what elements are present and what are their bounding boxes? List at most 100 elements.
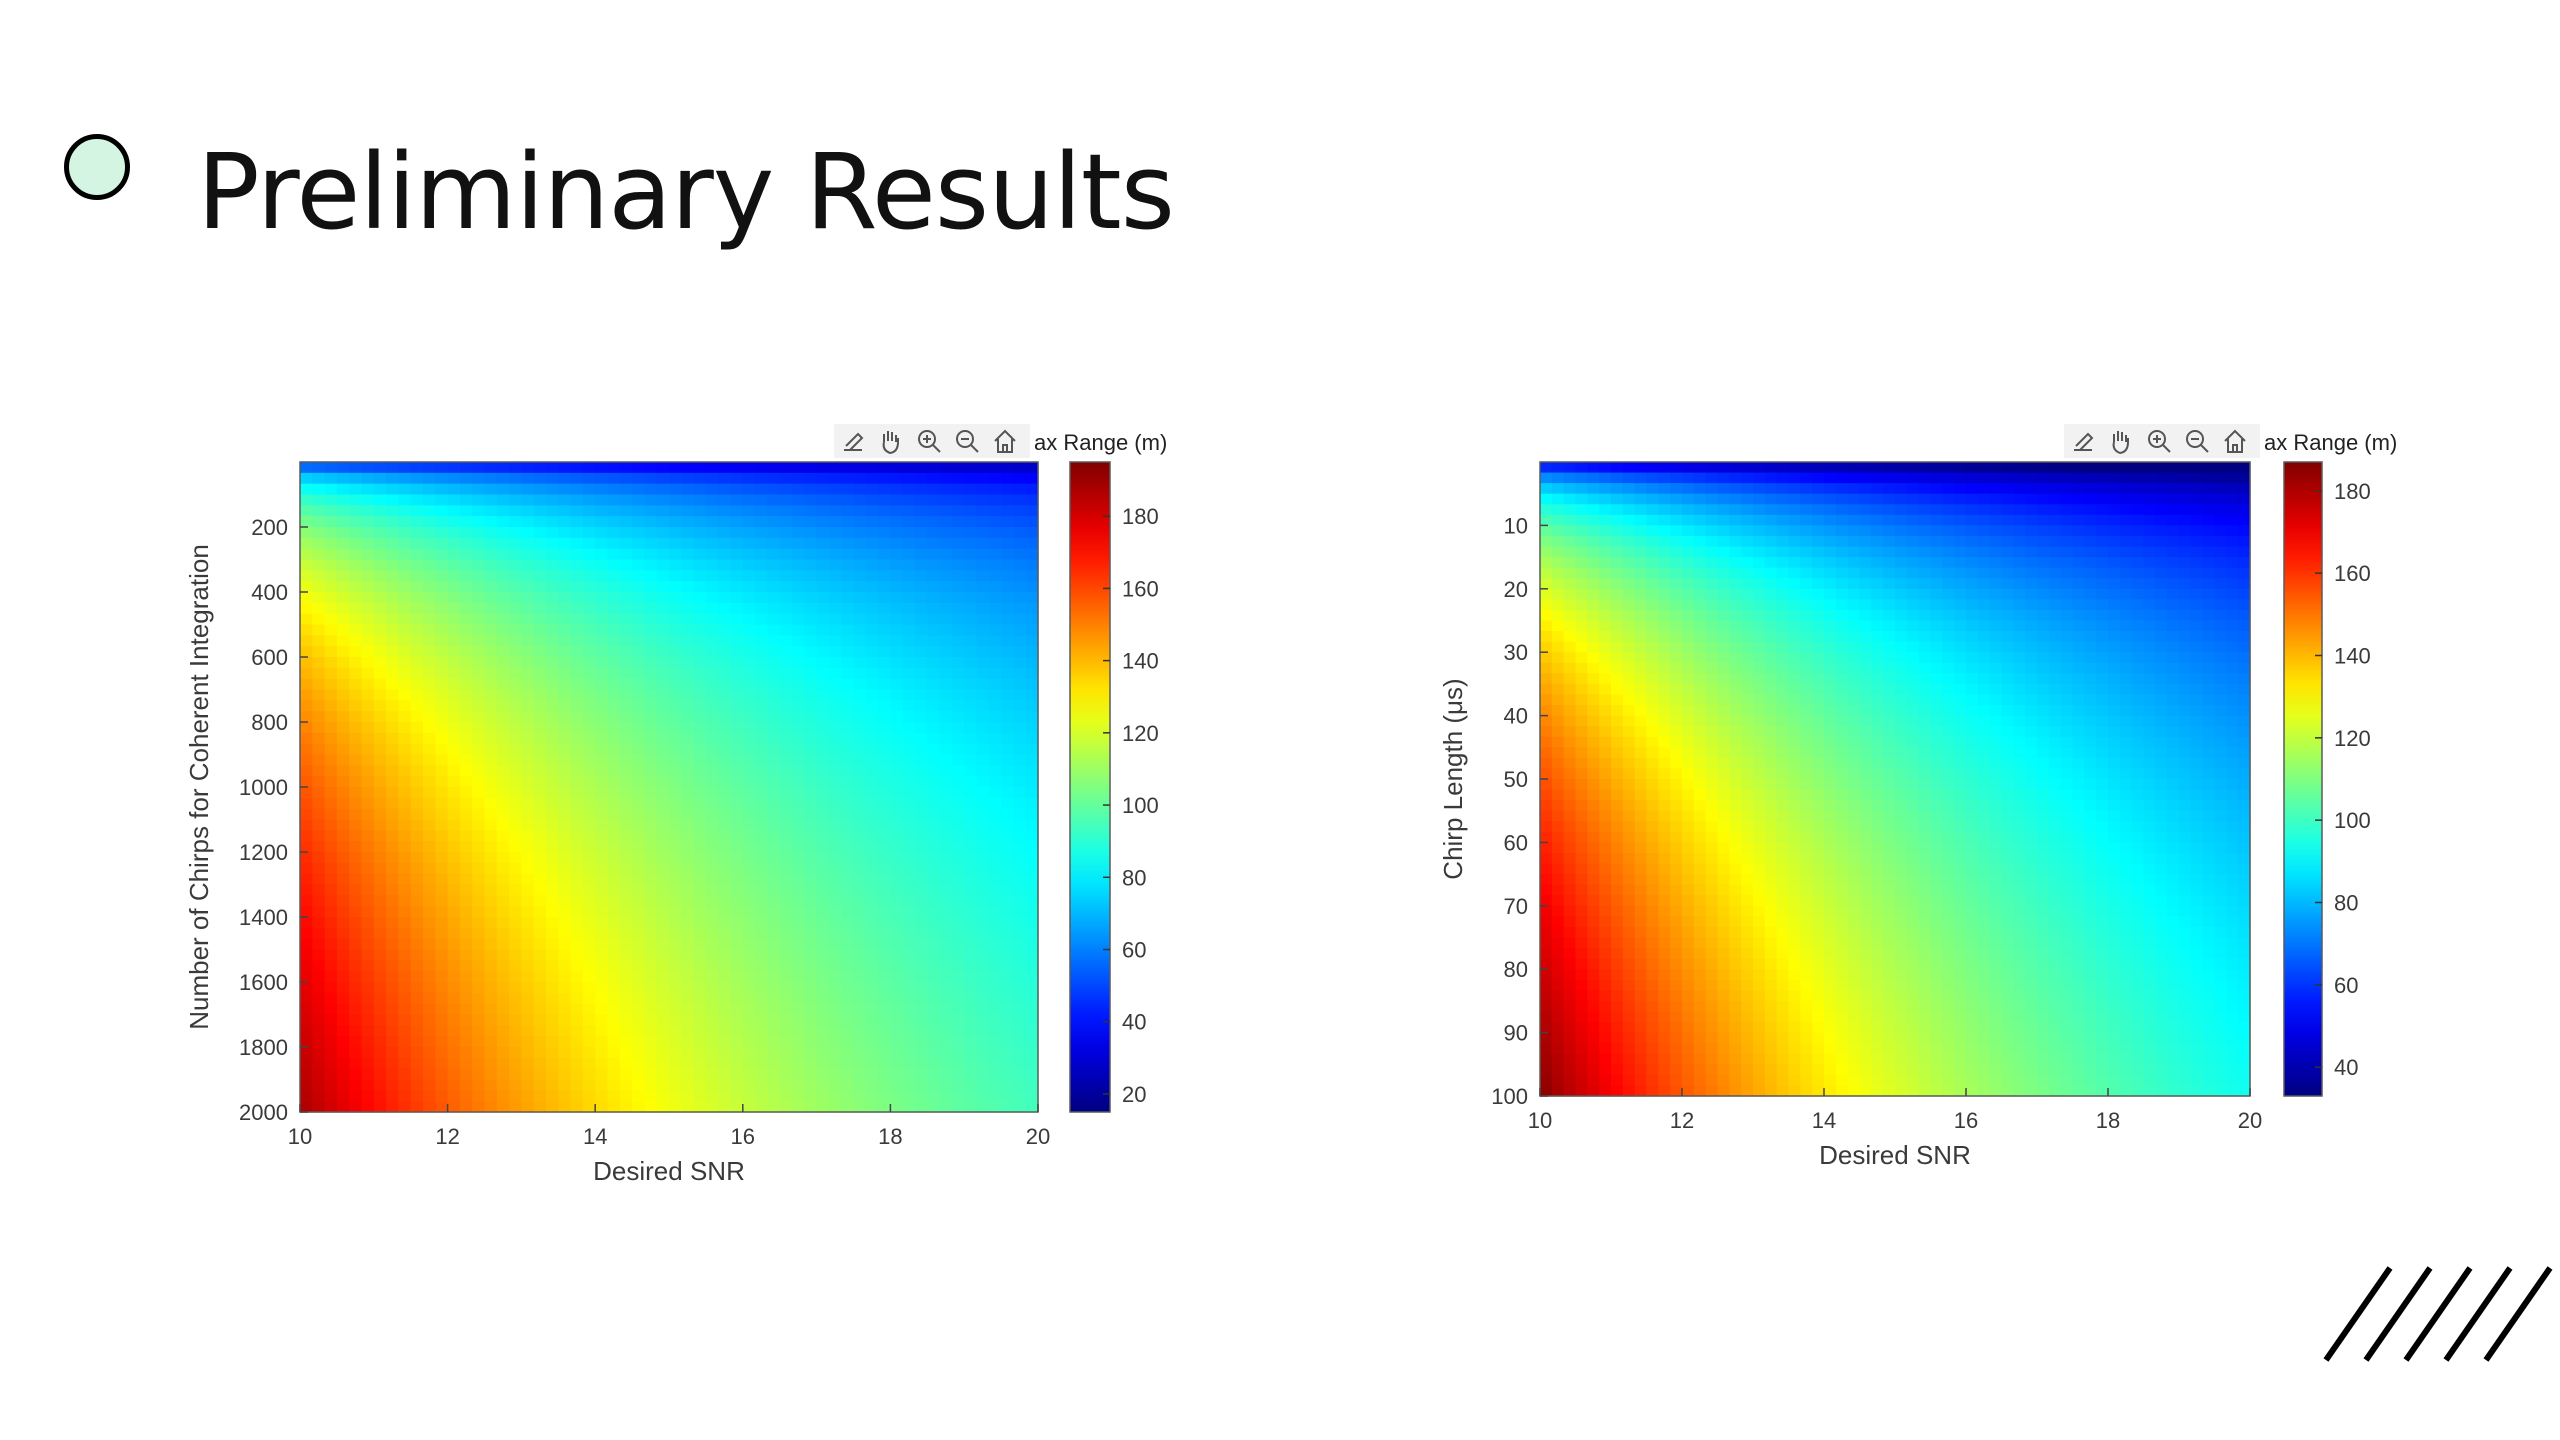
heatmap-cell xyxy=(632,1101,645,1113)
heatmap-cell xyxy=(1025,765,1039,777)
heatmap-cell xyxy=(484,971,498,983)
heatmap-cell xyxy=(1587,599,1600,611)
heatmap-cell xyxy=(472,1101,486,1113)
heatmap-cell xyxy=(1717,1053,1730,1065)
heatmap-cell xyxy=(767,971,781,983)
heatmap-cell xyxy=(1764,852,1778,865)
heatmap-cell xyxy=(570,1036,584,1048)
heatmap-cell xyxy=(779,884,793,896)
heatmap-cell xyxy=(386,1014,399,1026)
heatmap-cell xyxy=(619,505,633,517)
heatmap-cell xyxy=(533,1014,547,1026)
heatmap-cell xyxy=(816,917,830,929)
heatmap-cell xyxy=(1575,599,1588,611)
edit-data-icon[interactable] xyxy=(844,432,864,451)
heatmap-cell xyxy=(1741,757,1754,770)
home-icon[interactable] xyxy=(994,429,1016,453)
heatmap-cell xyxy=(939,1057,953,1070)
heatmap-cell xyxy=(890,917,904,929)
heatmap-cell xyxy=(1729,546,1742,558)
heatmap-cell xyxy=(878,754,891,766)
heatmap-cell xyxy=(988,1014,1002,1026)
heatmap-cell xyxy=(324,1079,338,1091)
heatmap-cell xyxy=(767,873,781,886)
heatmap-cell xyxy=(521,678,535,691)
heatmap-cell xyxy=(988,776,1002,788)
heatmap-cell xyxy=(853,927,867,940)
pan-hand-icon[interactable] xyxy=(882,431,899,455)
heatmap-cell xyxy=(939,516,953,528)
heatmap-cell xyxy=(669,646,682,658)
heatmap-cell xyxy=(509,841,522,853)
heatmap-cell xyxy=(1670,937,1683,949)
heatmap-cell xyxy=(1540,472,1553,484)
heatmap-cell xyxy=(521,797,535,810)
heatmap-cell xyxy=(484,808,498,821)
heatmap-cell xyxy=(1599,916,1612,928)
heatmap-cell xyxy=(644,927,658,940)
heatmap-cell xyxy=(693,570,707,582)
heatmap-cell xyxy=(828,1057,842,1070)
zoom-in-icon[interactable] xyxy=(918,430,941,453)
heatmap-cell xyxy=(644,1047,658,1059)
heatmap-cell xyxy=(853,635,867,647)
heatmap-cell xyxy=(1729,588,1742,600)
heatmap-cell xyxy=(841,624,855,636)
heatmap-cell xyxy=(1575,979,1588,991)
heatmap-cell xyxy=(1729,535,1742,548)
heatmap-cell xyxy=(964,516,978,528)
heatmap-cell xyxy=(558,927,572,940)
heatmap-cell xyxy=(890,852,904,864)
heatmap-cell xyxy=(939,494,953,506)
heatmap-cell xyxy=(1682,800,1695,812)
heatmap-cell xyxy=(632,722,645,734)
heatmap-cell xyxy=(1753,895,1766,907)
heatmap-cell xyxy=(570,895,584,907)
heatmap-cell xyxy=(1776,937,1790,949)
heatmap-cell xyxy=(1705,789,1719,801)
heatmap-cell xyxy=(865,1057,879,1070)
heatmap-cell xyxy=(1575,1000,1588,1013)
heatmap-cell xyxy=(1776,969,1790,981)
heatmap-cell xyxy=(964,581,978,593)
heatmap-cell xyxy=(1717,641,1730,653)
heatmap-cell xyxy=(755,722,768,734)
heatmap-cell xyxy=(779,700,793,712)
heatmap-cell xyxy=(865,830,879,842)
heatmap-cell xyxy=(1563,757,1577,770)
heatmap-cell xyxy=(521,592,535,604)
heatmap-cell xyxy=(681,1079,695,1091)
heatmap-cell xyxy=(312,917,326,929)
heatmap-cell xyxy=(1611,673,1624,685)
heatmap-cell xyxy=(816,624,830,636)
heatmap-cell xyxy=(582,527,596,539)
heatmap-cell xyxy=(312,1047,326,1059)
heatmap-cell xyxy=(312,581,326,593)
heatmap-cell xyxy=(1670,747,1683,759)
heatmap-cell xyxy=(656,776,670,788)
heatmap-cell xyxy=(1729,852,1742,865)
heatmap-cell xyxy=(496,732,510,745)
zoom-out-icon[interactable] xyxy=(956,430,979,453)
heatmap-cell xyxy=(792,743,805,756)
heatmap-cell xyxy=(484,711,498,723)
heatmap-cell xyxy=(386,602,399,615)
heatmap-cell xyxy=(1563,683,1577,696)
heatmap-cell xyxy=(423,841,436,853)
heatmap-cell xyxy=(1741,831,1754,843)
heatmap-cell xyxy=(1764,535,1778,548)
heatmap-cell xyxy=(705,754,719,766)
heatmap-cell xyxy=(632,516,645,528)
heatmap-cell xyxy=(705,906,719,918)
heatmap-cell xyxy=(1551,958,1565,970)
heatmap-cell xyxy=(423,646,436,658)
heatmap-cell xyxy=(927,1068,941,1081)
heatmap-cell xyxy=(767,743,781,756)
heatmap-cell xyxy=(718,1057,732,1070)
heatmap-cell xyxy=(582,732,596,745)
heatmap-cell xyxy=(312,927,326,940)
heatmap-cell xyxy=(1753,694,1766,706)
heatmap-cell xyxy=(755,982,768,994)
heatmap-cell xyxy=(1575,747,1588,759)
heatmap-cell xyxy=(496,483,510,496)
